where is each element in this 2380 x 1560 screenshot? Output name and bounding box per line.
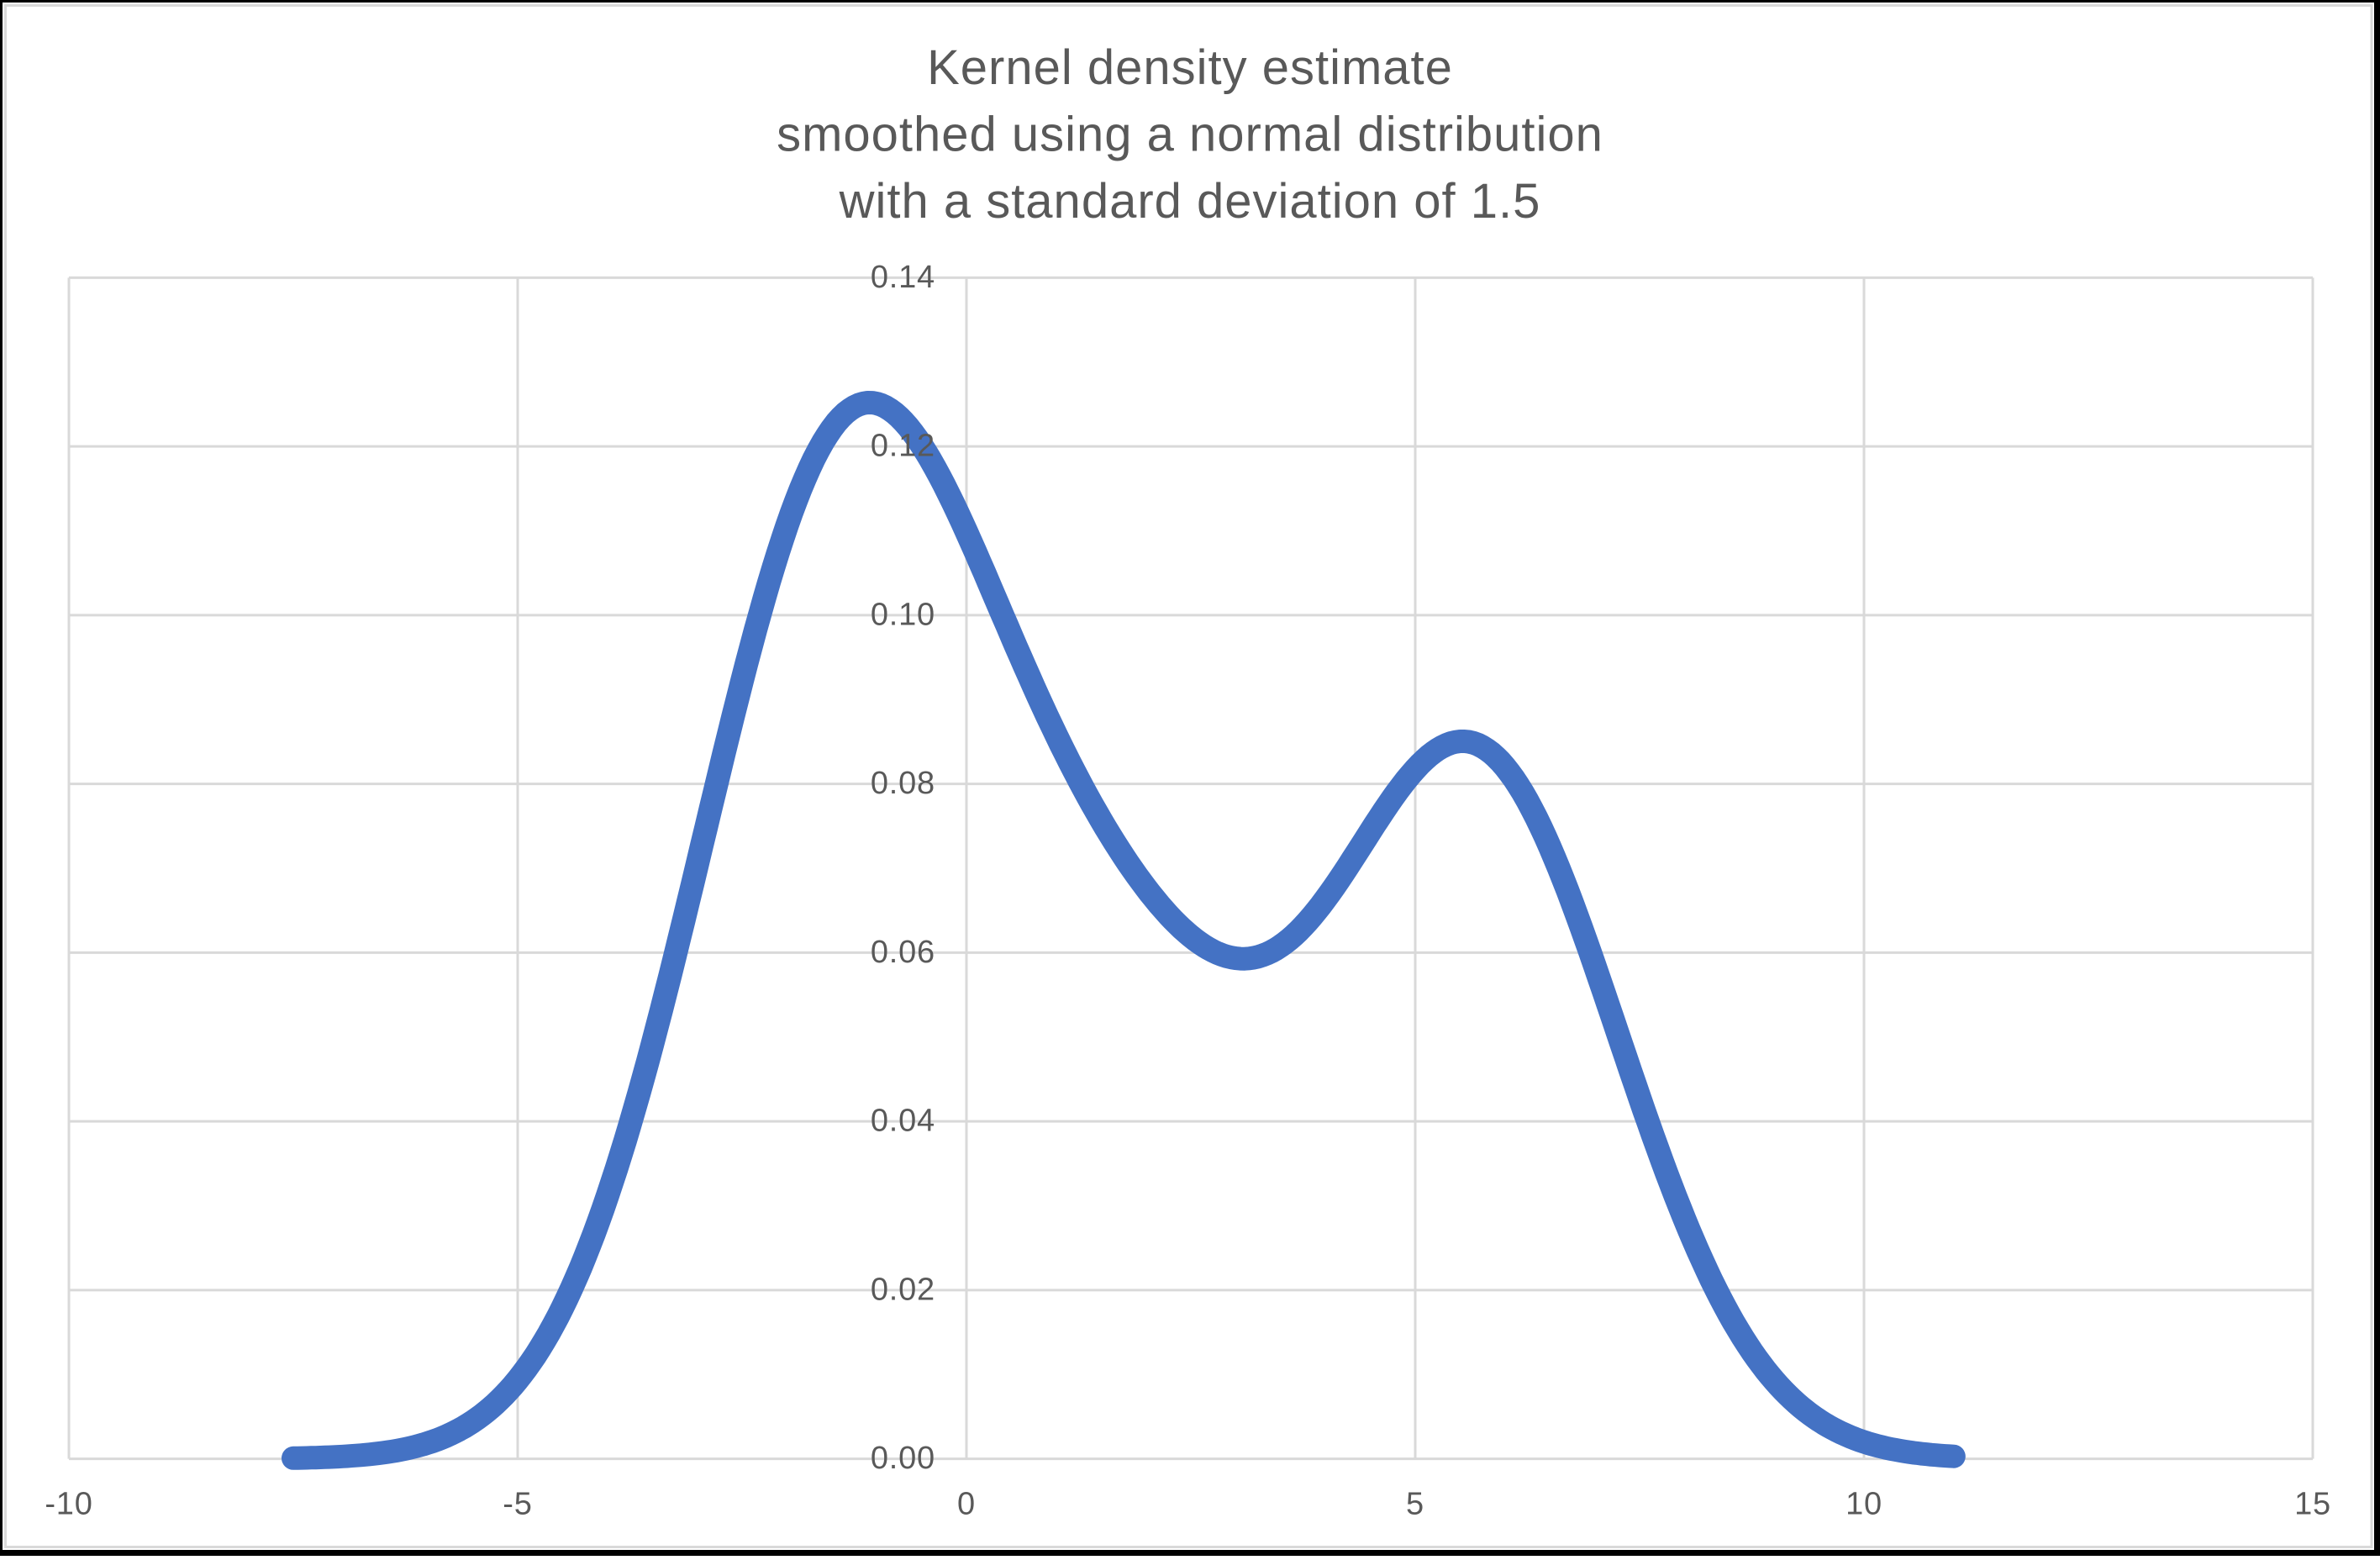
- svg-text:15: 15: [2294, 1487, 2331, 1522]
- svg-text:0.08: 0.08: [871, 766, 935, 801]
- svg-text:5: 5: [1406, 1487, 1424, 1522]
- svg-text:0: 0: [957, 1487, 976, 1522]
- svg-text:0.14: 0.14: [871, 260, 935, 295]
- svg-text:0.12: 0.12: [871, 429, 935, 464]
- svg-text:0.04: 0.04: [871, 1104, 935, 1139]
- svg-text:0.06: 0.06: [871, 935, 935, 970]
- svg-text:0.02: 0.02: [871, 1273, 935, 1308]
- svg-text:10: 10: [1846, 1487, 1882, 1522]
- svg-text:with a standard deviation of 1: with a standard deviation of 1.5: [839, 174, 1541, 229]
- svg-text:-10: -10: [45, 1487, 92, 1522]
- svg-text:0.10: 0.10: [871, 598, 935, 633]
- svg-text:0.00: 0.00: [871, 1441, 935, 1476]
- svg-text:Kernel density estimate: Kernel density estimate: [927, 40, 1453, 95]
- svg-text:smoothed using a normal distri: smoothed using a normal distribution: [777, 108, 1603, 162]
- svg-text:-5: -5: [503, 1487, 532, 1522]
